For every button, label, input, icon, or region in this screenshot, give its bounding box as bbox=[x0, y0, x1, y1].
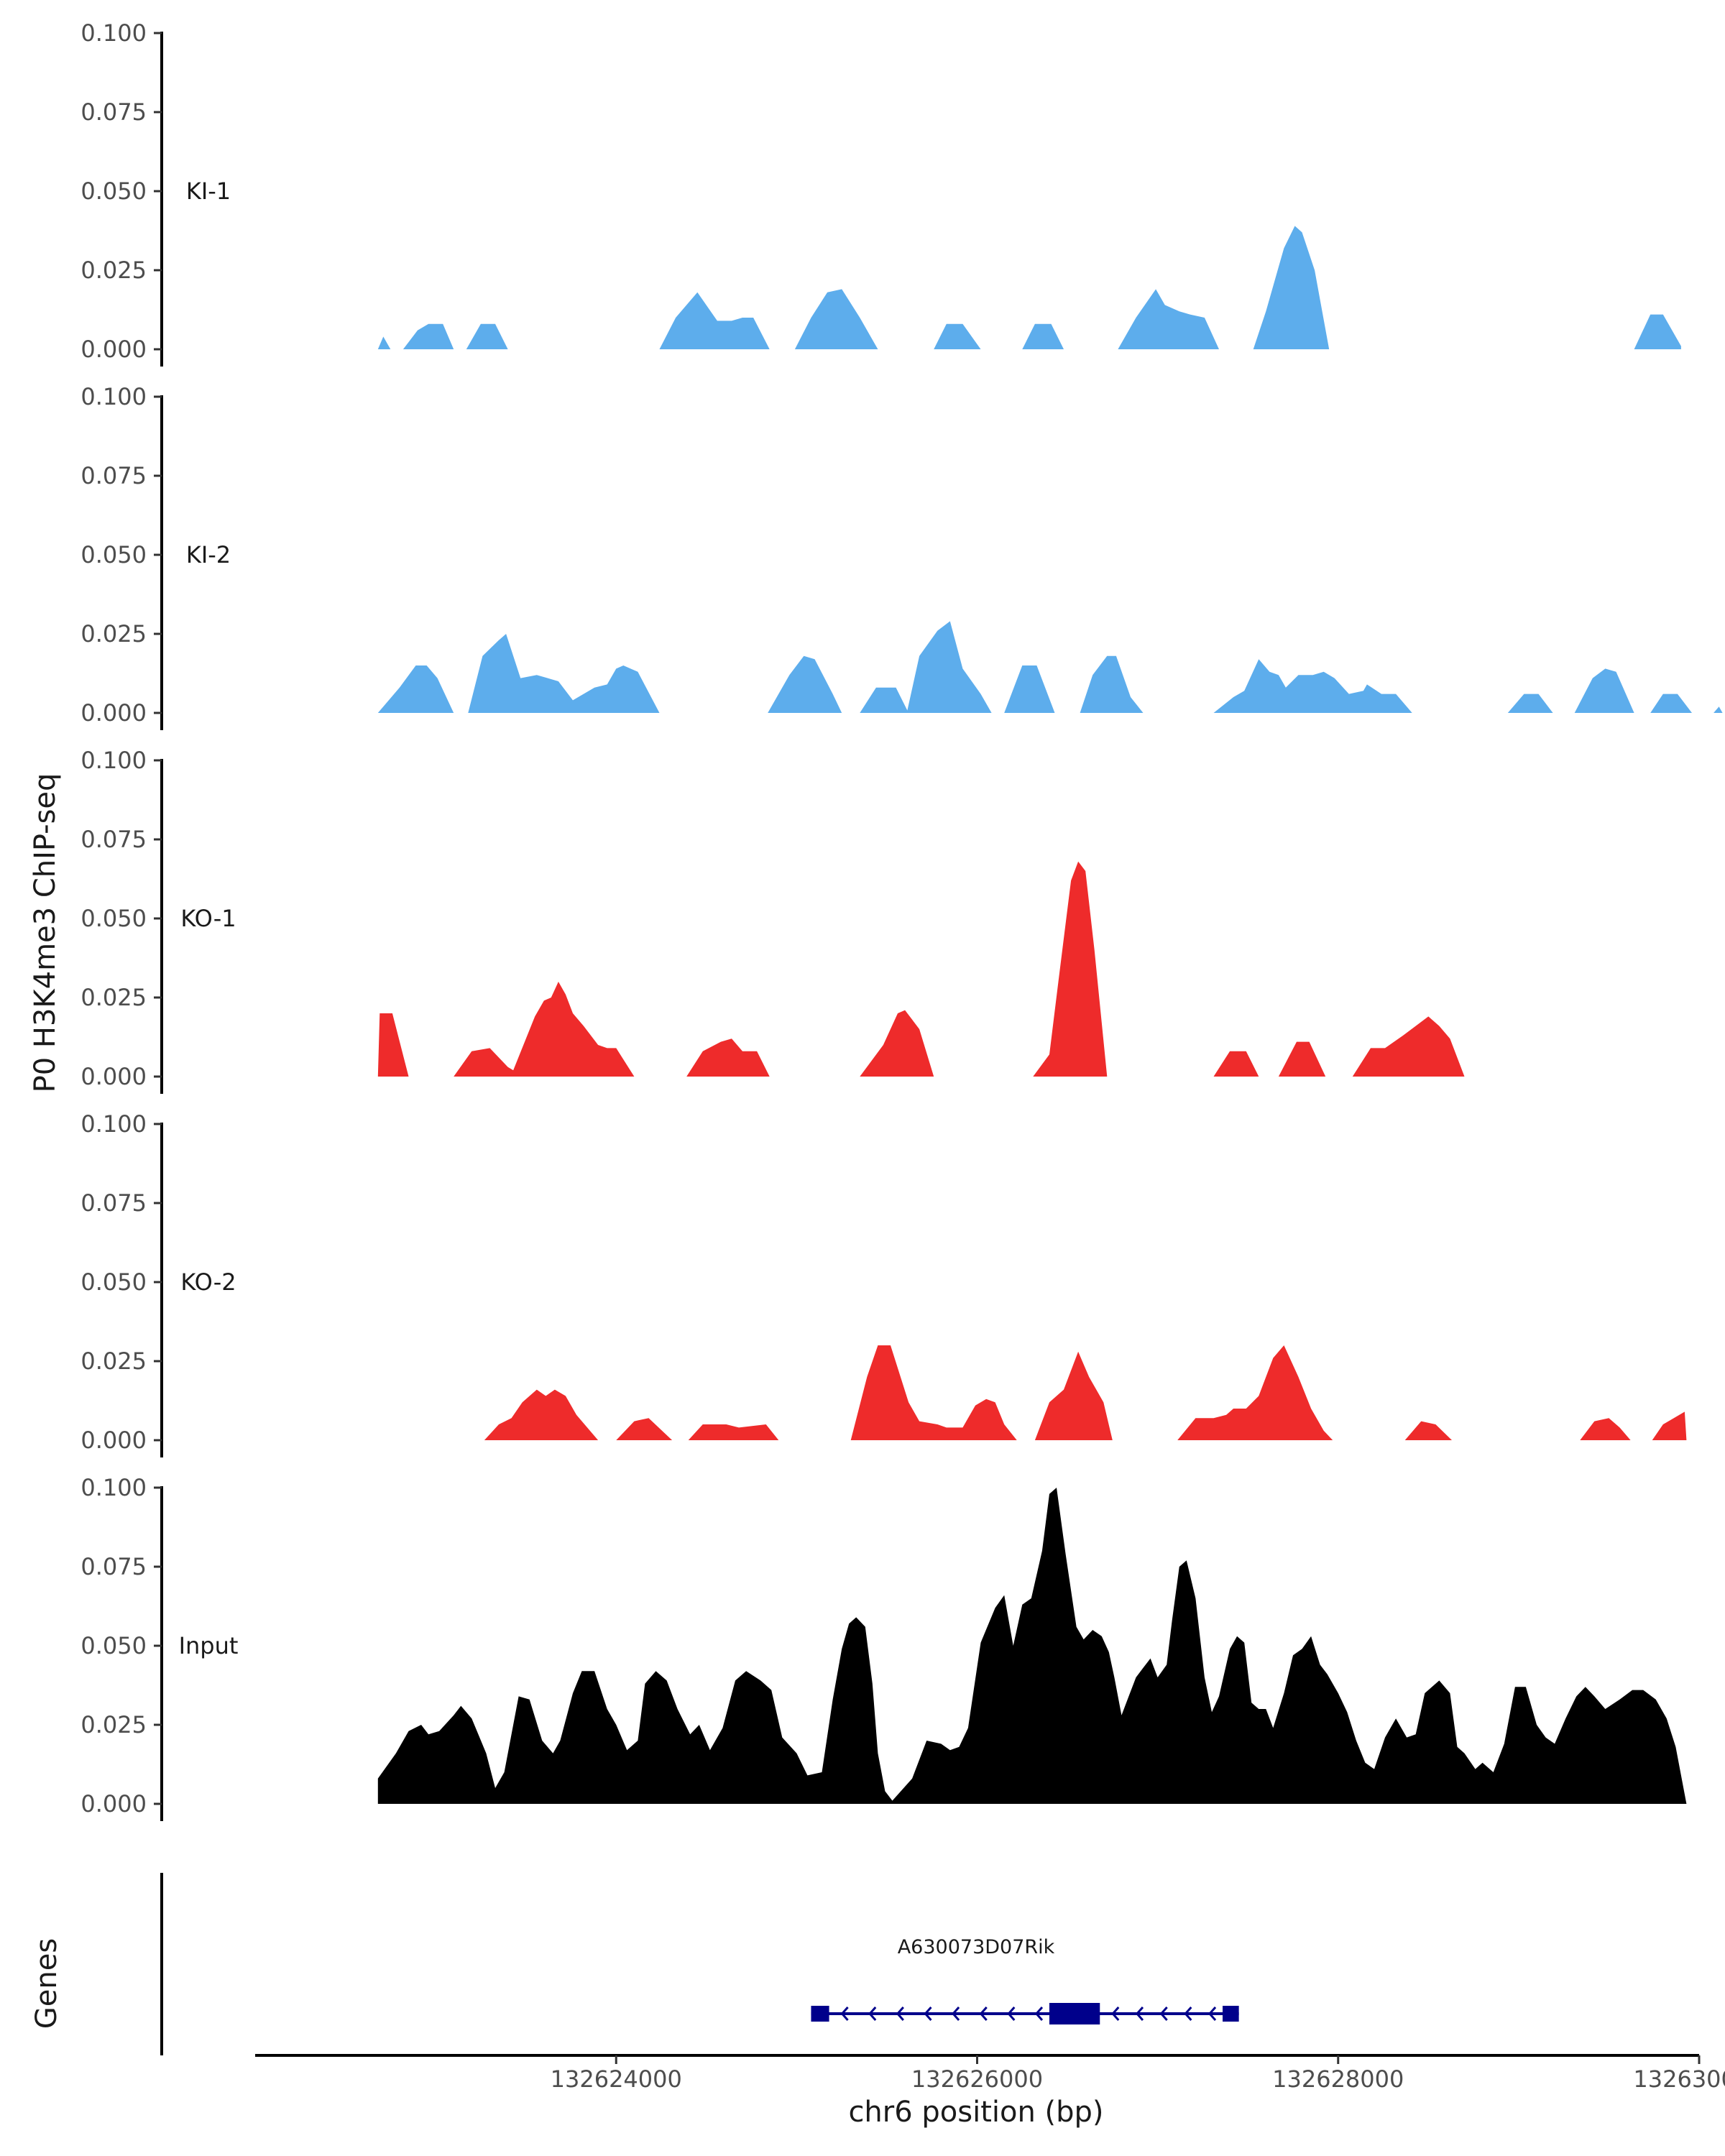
y-tick-label: 0.075 bbox=[80, 462, 147, 489]
genes-axis-title: Genes bbox=[30, 1938, 63, 2029]
signal-area-ko-2 bbox=[484, 1345, 1687, 1440]
y-tick-label: 0.025 bbox=[80, 620, 147, 648]
gene-exon bbox=[1223, 2006, 1239, 2022]
y-tick-label: 0.000 bbox=[80, 1427, 147, 1454]
track-ko-2: 0.000 0.025 0.050 0.075 0.100 KO-2 bbox=[80, 1110, 1687, 1457]
tracks-layer: 0.0000.0250.0500.0750.100KI-10.0000.0250… bbox=[80, 19, 1723, 1821]
y-tick-label: 0.100 bbox=[80, 19, 147, 47]
strand-arrow bbox=[952, 2007, 960, 2021]
strand-arrow bbox=[840, 2007, 849, 2021]
y-tick-label: 0.025 bbox=[80, 1711, 147, 1738]
x-tick-label: 132630000 bbox=[1633, 2065, 1725, 2093]
y-axis-title: P0 H3K4me3 ChIP-seq bbox=[29, 773, 62, 1093]
signal-area-ki-1 bbox=[377, 226, 1681, 349]
strand-arrow bbox=[1111, 2007, 1120, 2021]
track-input: 0.000 0.025 0.050 0.075 0.100 Input bbox=[80, 1474, 1687, 1821]
strand-arrow bbox=[1034, 2007, 1044, 2021]
y-tick-label: 0.050 bbox=[80, 905, 147, 932]
strand-arrow bbox=[1184, 2007, 1192, 2021]
y-tick-label: 0.000 bbox=[80, 336, 147, 363]
strand-arrow bbox=[924, 2007, 932, 2021]
y-tick-label: 0.075 bbox=[80, 98, 147, 126]
strand-arrow bbox=[896, 2007, 904, 2021]
y-tick-label: 0.050 bbox=[80, 541, 147, 568]
track-ki-2: 0.000 0.025 0.050 0.075 0.100 KI-2 bbox=[80, 383, 1723, 730]
gene-label: A630073D07Rik bbox=[898, 1936, 1055, 1958]
y-tick-label: 0.050 bbox=[80, 178, 147, 205]
y-tick-label: 0.025 bbox=[80, 984, 147, 1011]
signal-area-ki-2 bbox=[377, 621, 1723, 713]
track-label: KO-2 bbox=[180, 1268, 236, 1296]
y-tick-label: 0.100 bbox=[80, 747, 147, 774]
y-tick-label: 0.075 bbox=[80, 1553, 147, 1580]
y-tick-label: 0.100 bbox=[80, 383, 147, 410]
track-ki-1: 0.000 0.025 0.050 0.075 0.100 KI-1 bbox=[80, 19, 1681, 367]
strand-arrow bbox=[979, 2007, 988, 2021]
y-tick-label: 0.025 bbox=[80, 1348, 147, 1375]
x-tick-label: 132628000 bbox=[1272, 2065, 1404, 2093]
track-label: Input bbox=[179, 1632, 239, 1659]
track-label: KO-1 bbox=[180, 905, 236, 932]
x-tick-label: 132624000 bbox=[551, 2065, 682, 2093]
y-tick-label: 0.100 bbox=[80, 1474, 147, 1501]
strand-arrow bbox=[868, 2007, 877, 2021]
x-axis-title: chr6 position (bp) bbox=[848, 2096, 1103, 2129]
signal-area-input bbox=[377, 1488, 1687, 1804]
y-tick-label: 0.000 bbox=[80, 699, 147, 727]
y-tick-label: 0.000 bbox=[80, 1063, 147, 1090]
signal-area-ko-1 bbox=[377, 861, 1465, 1077]
y-tick-label: 0.050 bbox=[80, 1268, 147, 1296]
gene-panel: A630073D07Rik Genes bbox=[30, 1873, 1239, 2055]
y-tick-label: 0.100 bbox=[80, 1110, 147, 1138]
y-tick-label: 0.075 bbox=[80, 1189, 147, 1217]
y-tick-label: 0.075 bbox=[80, 826, 147, 853]
gene-exon bbox=[811, 2006, 829, 2022]
x-axis: chr6 position (bp) 132624000 132626000 132… bbox=[255, 2054, 1725, 2129]
track-label: KI-1 bbox=[186, 178, 231, 205]
gene-exon bbox=[1049, 2003, 1100, 2024]
strand-arrow bbox=[1159, 2007, 1168, 2021]
x-tick-label: 132626000 bbox=[911, 2065, 1043, 2093]
y-tick-label: 0.025 bbox=[80, 257, 147, 284]
y-tick-label: 0.050 bbox=[80, 1632, 147, 1659]
strand-arrow bbox=[1135, 2007, 1144, 2021]
strand-arrow bbox=[1208, 2007, 1217, 2021]
y-tick-label: 0.000 bbox=[80, 1790, 147, 1818]
track-label: KI-2 bbox=[186, 541, 231, 568]
strand-arrow bbox=[1007, 2007, 1016, 2021]
track-ko-1: 0.000 0.025 0.050 0.075 0.100 KO-1 bbox=[80, 747, 1465, 1094]
